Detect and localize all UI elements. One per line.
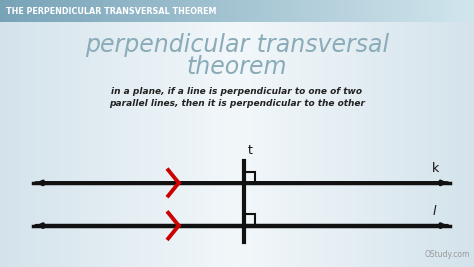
- Text: l: l: [432, 205, 436, 218]
- Text: OStudy.com: OStudy.com: [425, 250, 470, 259]
- Text: in a plane, if a line is perpendicular to one of two: in a plane, if a line is perpendicular t…: [111, 88, 363, 96]
- Text: perpendicular transversal: perpendicular transversal: [85, 33, 389, 57]
- Text: theorem: theorem: [187, 55, 287, 79]
- Bar: [244, 214, 255, 226]
- Text: k: k: [432, 162, 439, 175]
- Bar: [244, 172, 255, 183]
- Text: THE PERPENDICULAR TRANSVERSAL THEOREM: THE PERPENDICULAR TRANSVERSAL THEOREM: [6, 6, 217, 15]
- Text: parallel lines, then it is perpendicular to the other: parallel lines, then it is perpendicular…: [109, 99, 365, 108]
- Text: t: t: [248, 144, 253, 157]
